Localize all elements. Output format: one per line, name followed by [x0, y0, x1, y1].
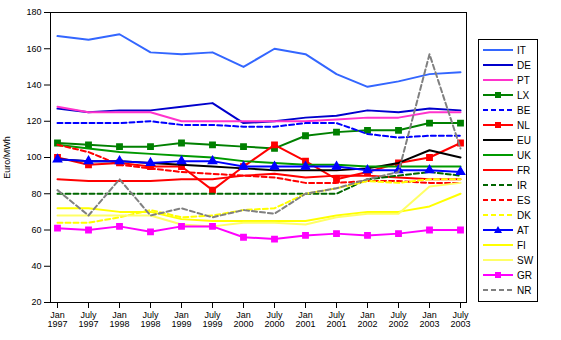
svg-text:July1999: July1999 — [202, 310, 222, 329]
svg-text:40: 40 — [31, 261, 41, 271]
html-text:FI: FI — [517, 239, 526, 251]
svg-text:80: 80 — [31, 189, 41, 199]
html-text:EU: EU — [517, 134, 531, 146]
html-text:ES: ES — [517, 194, 531, 206]
html-text:NR: NR — [517, 284, 532, 296]
svg-text:180: 180 — [26, 7, 41, 17]
svg-text:160: 160 — [26, 44, 41, 54]
svg-text:Jan2001: Jan2001 — [295, 310, 315, 329]
html-text:NL: NL — [517, 119, 530, 131]
svg-text:Jan2003: Jan2003 — [419, 310, 439, 329]
html-text:DE: DE — [517, 59, 531, 71]
html-text:DK: DK — [517, 209, 531, 221]
svg-text:Jan2002: Jan2002 — [357, 310, 377, 329]
svg-text:Jan2000: Jan2000 — [233, 310, 253, 329]
html-text:LX: LX — [517, 89, 530, 101]
html-text:IT: IT — [517, 44, 526, 56]
html-text:UK: UK — [517, 149, 531, 161]
svg-text:60: 60 — [31, 225, 41, 235]
svg-text:July2001: July2001 — [326, 310, 346, 329]
html-text:PT: PT — [517, 74, 530, 86]
svg-text:July1998: July1998 — [140, 310, 160, 329]
svg-text:July2000: July2000 — [264, 310, 284, 329]
svg-text:Jan1997: Jan1997 — [47, 310, 67, 329]
svg-text:120: 120 — [26, 116, 41, 126]
html-text:IR: IR — [517, 179, 527, 191]
svg-text:July2003: July2003 — [450, 310, 470, 329]
html-text:SW: SW — [517, 254, 534, 266]
html-text:FR: FR — [517, 164, 531, 176]
svg-text:July1997: July1997 — [78, 310, 98, 329]
svg-text:100: 100 — [26, 152, 41, 162]
html-text:AT: AT — [517, 224, 529, 236]
svg-text:Jan1999: Jan1999 — [171, 310, 191, 329]
svg-text:July2002: July2002 — [388, 310, 408, 329]
html-text:GR: GR — [517, 269, 532, 281]
svg-text:Jan1998: Jan1998 — [109, 310, 129, 329]
html-text:BE: BE — [517, 104, 531, 116]
svg-text:Euro/MWh: Euro/MWh — [2, 136, 12, 179]
svg-text:140: 140 — [26, 80, 41, 90]
svg-text:20: 20 — [31, 297, 41, 307]
